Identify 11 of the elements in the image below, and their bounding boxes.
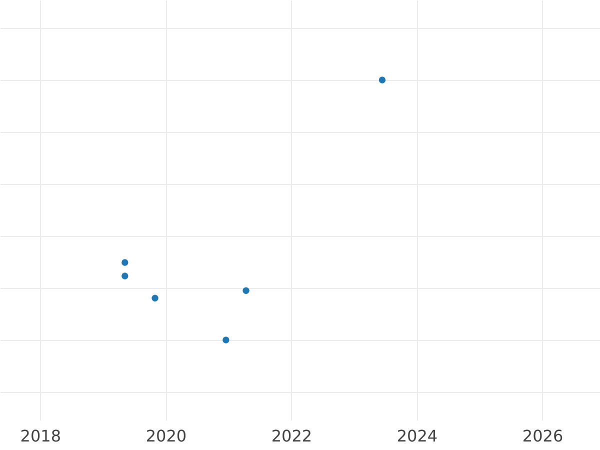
- point: [122, 272, 128, 280]
- point: [222, 336, 230, 344]
- x-tick-label: 2026: [522, 426, 564, 446]
- point: [242, 287, 250, 294]
- x-tick-label: 2022: [271, 426, 312, 446]
- x-tick-label: 2024: [396, 426, 438, 446]
- x-tick-label: 2020: [146, 426, 187, 446]
- point: [152, 294, 158, 302]
- point: [122, 259, 128, 266]
- point: [378, 76, 386, 84]
- x-tick-label: 2018: [20, 426, 62, 446]
